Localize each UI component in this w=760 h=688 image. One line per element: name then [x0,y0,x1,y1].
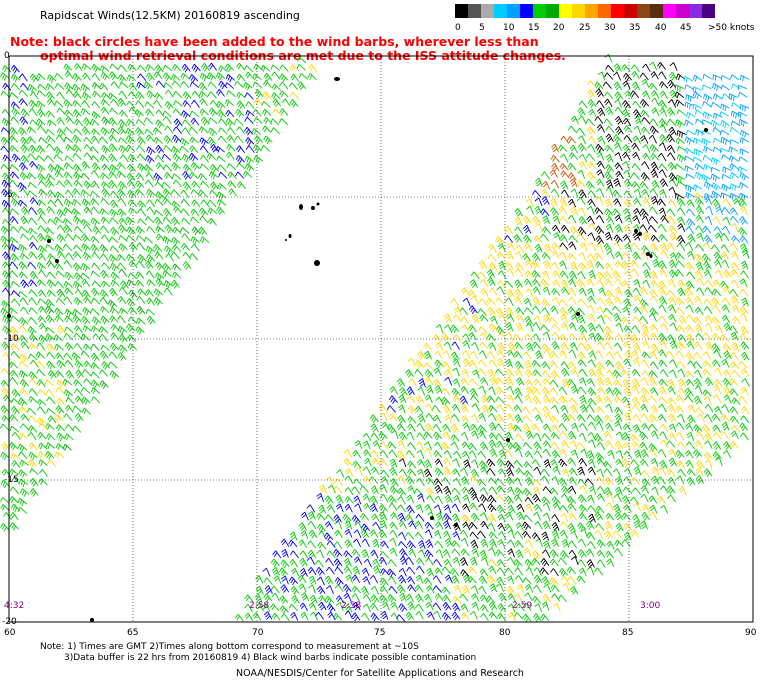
lat-label-neg20: -20 [2,617,17,627]
scale-swatch [663,4,676,18]
scale-swatch [559,4,572,18]
footnote-line-2: 3)Data buffer is 22 hrs from 20160819 4)… [64,653,477,663]
footnote: Note: 1) Times are GMT 2)Times along bot… [40,642,476,664]
scale-swatch [546,4,559,18]
scale-label: 5 [479,23,485,33]
lat-lon-grid [8,55,754,623]
pass-time-1: 4:32 [4,601,25,611]
lon-label-90: 90 [745,628,757,638]
lon-label-85: 85 [622,628,634,638]
scale-swatch [572,4,585,18]
scale-swatch [533,4,546,18]
scale-swatch [507,4,520,18]
scale-label: 0 [455,23,461,33]
lat-label-neg15: -15 [4,475,19,485]
wind-barb-group [398,61,687,577]
lon-label-65: 65 [127,628,139,638]
scale-swatch [650,4,663,18]
credit-line: NOAA/NESDIS/Center for Satellite Applica… [236,668,524,679]
pass-time-5: 3:00 [640,601,661,611]
scale-swatch [468,4,481,18]
wind-barbs-layer [0,53,750,623]
scale-swatch [676,4,689,18]
note-line-1: Note: black circles have been added to t… [10,34,539,49]
scale-swatch [585,4,598,18]
island [285,239,287,241]
wind-barb-group [684,73,750,244]
scale-swatch [481,4,494,18]
lat-label-neg5: -5 [4,190,13,200]
lon-label-75: 75 [374,628,386,638]
flag-circle [638,232,642,236]
pass-time-2: 2:58 [249,601,270,611]
island [634,229,638,233]
island [311,206,315,210]
wind-barb-group [683,75,748,191]
wind-barb-group [542,135,578,190]
island [288,234,292,238]
pass-time-3: 2:58 [341,601,362,611]
wind-barb-group [0,53,750,623]
flag-circle [646,252,650,256]
scale-label: 40 [655,23,667,33]
scale-label: >50 knots [708,23,755,33]
island [299,204,303,210]
scale-label: 25 [579,23,591,33]
flag-circle [454,523,458,527]
island [316,202,320,206]
scale-label: 15 [528,23,540,33]
scale-swatch [624,4,637,18]
scale-swatch [702,4,715,18]
scale-swatch [689,4,702,18]
scale-label: 10 [503,23,515,33]
scale-swatch [611,4,624,18]
island [314,260,320,266]
scale-swatch [520,4,533,18]
flag-circle [430,516,434,520]
scale-swatch [494,4,507,18]
flag-circle [90,618,94,622]
scale-swatch [637,4,650,18]
lon-label-80: 80 [499,628,511,638]
wind-barb-group [38,82,201,451]
scale-label: 35 [629,23,641,33]
wind-barb-group [0,62,550,622]
lat-label-neg10: -10 [4,334,19,344]
scale-label: 45 [680,23,692,33]
map-title: Rapidscat Winds(12.5KM) 20160819 ascendi… [40,9,300,22]
wind-barb-group [0,64,750,621]
flag-circle [576,312,580,316]
islands [285,77,653,266]
lon-label-70: 70 [252,628,264,638]
island [334,77,340,81]
lon-label-60: 60 [4,628,16,638]
scale-swatch [598,4,611,18]
flag-circle [704,128,708,132]
scale-label: 20 [553,23,565,33]
flag-circle [55,259,59,263]
scale-label: 30 [604,23,616,33]
island [649,254,653,258]
footnote-line-1: Note: 1) Times are GMT 2)Times along bot… [40,642,419,652]
pass-time-4: 2:59 [512,601,533,611]
lat-label-0: 0 [4,51,10,61]
flag-circle [506,438,510,442]
scale-swatch [455,4,468,18]
flag-circle [47,239,51,243]
